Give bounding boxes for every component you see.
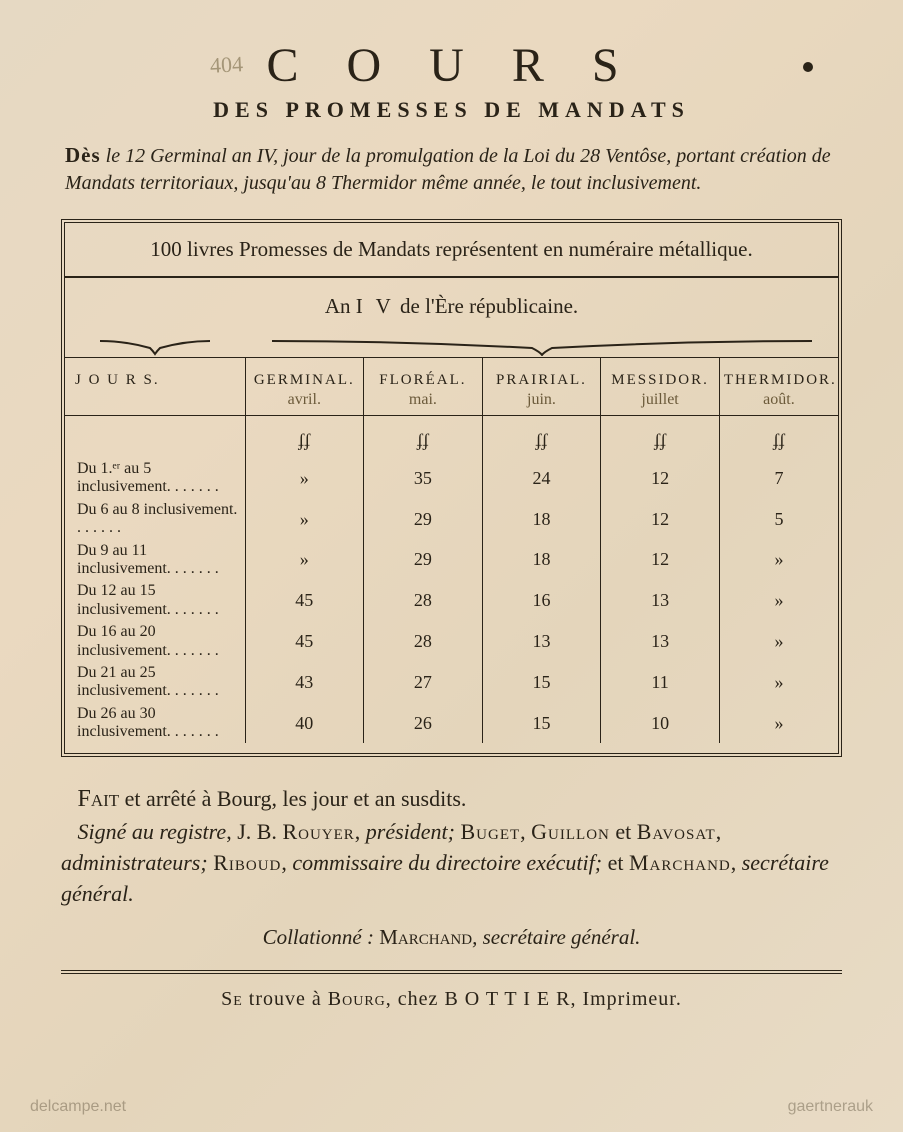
col-messidor: MESSIDOR.juillet: [601, 358, 720, 416]
row-label: Du 1.ᵉʳ au 5 inclusivement. . . . . . .: [65, 458, 245, 499]
rate-cell: 27: [364, 662, 483, 703]
col-germinal: GERMINAL.avril.: [245, 358, 364, 416]
table-row: Du 12 au 15 inclusivement. . . . . . .45…: [65, 580, 838, 621]
divider: [61, 970, 842, 974]
table-subhead: An I V de l'Ère républicaine.: [65, 278, 838, 327]
row-label: Du 26 au 30 inclusivement. . . . . . .: [65, 703, 245, 744]
rate-cell: 13: [482, 621, 601, 662]
unit-cell: ʄʄ: [364, 416, 483, 458]
brace-jours: [65, 327, 245, 358]
col-floreal: FLORÉAL.mai.: [364, 358, 483, 416]
rate-cell: »: [719, 621, 838, 662]
intro-rest: le 12 Germinal an IV, jour de la promulg…: [65, 145, 831, 194]
brace-row: [65, 327, 838, 358]
main-title: C O U R S: [55, 38, 848, 93]
rate-cell: 43: [245, 662, 364, 703]
unit-cell: ʄʄ: [245, 416, 364, 458]
rate-cell: 18: [482, 540, 601, 581]
rate-cell: 15: [482, 662, 601, 703]
table-row: Du 16 au 20 inclusivement. . . . . . .45…: [65, 621, 838, 662]
rate-cell: 45: [245, 580, 364, 621]
ink-blot: [803, 62, 813, 72]
rate-table: J O U R S. GERMINAL.avril. FLORÉAL.mai. …: [65, 327, 838, 743]
unit-cell: ʄʄ: [601, 416, 720, 458]
rate-table-frame: 100 livres Promesses de Mandats représen…: [61, 219, 842, 757]
row-label: Du 12 au 15 inclusivement. . . . . . .: [65, 580, 245, 621]
pencil-annotation: 404: [209, 51, 243, 79]
rate-cell: 40: [245, 703, 364, 744]
subhead-iv: I V: [356, 294, 395, 318]
rate-cell: 11: [601, 662, 720, 703]
subtitle: DES PROMESSES DE MANDATS: [55, 97, 848, 123]
header-row: J O U R S. GERMINAL.avril. FLORÉAL.mai. …: [65, 358, 838, 416]
rate-cell: 13: [601, 580, 720, 621]
table-row: Du 9 au 11 inclusivement. . . . . . .»29…: [65, 540, 838, 581]
rate-cell: »: [719, 580, 838, 621]
rate-cell: 28: [364, 580, 483, 621]
rate-cell: »: [719, 662, 838, 703]
imprint-line: Se trouve à Bourg, chez B O T T I E R, I…: [55, 988, 848, 1011]
rate-cell: 45: [245, 621, 364, 662]
brace-months: [245, 327, 838, 358]
row-label: Du 6 au 8 inclusivement. . . . . . .: [65, 499, 245, 540]
rate-cell: 5: [719, 499, 838, 540]
unit-row: ʄʄ ʄʄ ʄʄ ʄʄ ʄʄ: [65, 416, 838, 458]
rate-cell: 24: [482, 458, 601, 499]
unit-cell: ʄʄ: [482, 416, 601, 458]
watermark-left: delcampe.net: [30, 1098, 126, 1116]
rate-cell: 13: [601, 621, 720, 662]
table-wrap: J O U R S. GERMINAL.avril. FLORÉAL.mai. …: [65, 327, 838, 753]
closing-paragraph: Fait et arrêté à Bourg, les jour et an s…: [61, 783, 842, 909]
row-label: Du 16 au 20 inclusivement. . . . . . .: [65, 621, 245, 662]
subhead-post: de l'Ère républicaine.: [395, 294, 578, 318]
table-row: Du 26 au 30 inclusivement. . . . . . .40…: [65, 703, 838, 744]
table-caption: 100 livres Promesses de Mandats représen…: [65, 223, 838, 278]
rate-cell: »: [245, 499, 364, 540]
rate-cell: 35: [364, 458, 483, 499]
document-page: 404 C O U R S DES PROMESSES DE MANDATS D…: [0, 0, 903, 1132]
rate-cell: 28: [364, 621, 483, 662]
row-label: Du 21 au 25 inclusivement. . . . . . .: [65, 662, 245, 703]
col-thermidor: THERMIDOR.août.: [719, 358, 838, 416]
rate-cell: »: [719, 540, 838, 581]
collation-line: Collationné : Marchand, secrétaire génér…: [55, 925, 848, 950]
rate-cell: »: [719, 703, 838, 744]
unit-blank: [65, 416, 245, 458]
rate-cell: 7: [719, 458, 838, 499]
rate-cell: 10: [601, 703, 720, 744]
row-label: Du 9 au 11 inclusivement. . . . . . .: [65, 540, 245, 581]
col-prairial: PRAIRIAL.juin.: [482, 358, 601, 416]
rate-cell: 29: [364, 540, 483, 581]
intro-lead: Dès: [65, 143, 101, 167]
rate-cell: »: [245, 458, 364, 499]
table-row: Du 21 au 25 inclusivement. . . . . . .43…: [65, 662, 838, 703]
table-row: Du 1.ᵉʳ au 5 inclusivement. . . . . . .»…: [65, 458, 838, 499]
watermark-right: gaertnerauk: [788, 1098, 873, 1116]
subhead-pre: An: [325, 294, 356, 318]
rate-cell: 16: [482, 580, 601, 621]
closing-fait: Fait: [78, 786, 120, 812]
intro-paragraph: Dès le 12 Germinal an IV, jour de la pro…: [65, 141, 838, 197]
rate-cell: »: [245, 540, 364, 581]
table-row: Du 6 au 8 inclusivement. . . . . . .»291…: [65, 499, 838, 540]
rate-cell: 18: [482, 499, 601, 540]
unit-cell: ʄʄ: [719, 416, 838, 458]
rate-cell: 26: [364, 703, 483, 744]
rate-cell: 12: [601, 540, 720, 581]
rate-cell: 15: [482, 703, 601, 744]
rate-cell: 29: [364, 499, 483, 540]
col-jours: J O U R S.: [65, 358, 245, 416]
rate-cell: 12: [601, 499, 720, 540]
rate-cell: 12: [601, 458, 720, 499]
